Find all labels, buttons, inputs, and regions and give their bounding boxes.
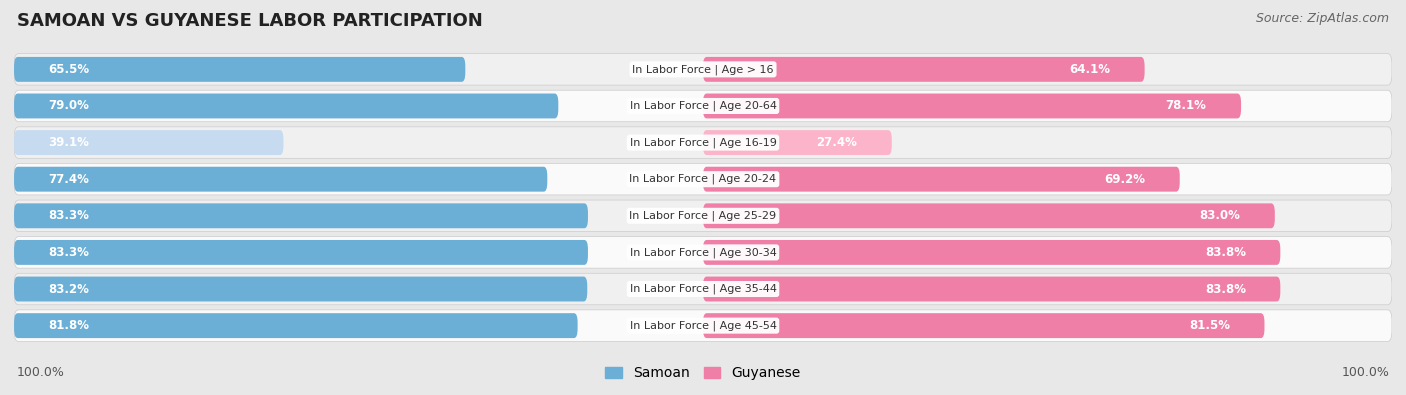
- Text: 27.4%: 27.4%: [817, 136, 858, 149]
- FancyBboxPatch shape: [703, 276, 1281, 301]
- FancyBboxPatch shape: [14, 167, 547, 192]
- Text: 64.1%: 64.1%: [1069, 63, 1111, 76]
- FancyBboxPatch shape: [14, 237, 1392, 268]
- FancyBboxPatch shape: [14, 94, 558, 118]
- Text: 83.0%: 83.0%: [1199, 209, 1240, 222]
- Legend: Samoan, Guyanese: Samoan, Guyanese: [600, 361, 806, 386]
- FancyBboxPatch shape: [703, 94, 1241, 118]
- FancyBboxPatch shape: [703, 203, 1275, 228]
- Text: Source: ZipAtlas.com: Source: ZipAtlas.com: [1256, 12, 1389, 25]
- FancyBboxPatch shape: [14, 130, 284, 155]
- FancyBboxPatch shape: [14, 276, 588, 301]
- Text: In Labor Force | Age 20-64: In Labor Force | Age 20-64: [630, 101, 776, 111]
- Text: SAMOAN VS GUYANESE LABOR PARTICIPATION: SAMOAN VS GUYANESE LABOR PARTICIPATION: [17, 12, 482, 30]
- FancyBboxPatch shape: [14, 57, 465, 82]
- FancyBboxPatch shape: [14, 200, 1392, 231]
- FancyBboxPatch shape: [14, 203, 588, 228]
- Text: In Labor Force | Age 35-44: In Labor Force | Age 35-44: [630, 284, 776, 294]
- FancyBboxPatch shape: [703, 240, 1281, 265]
- Text: In Labor Force | Age > 16: In Labor Force | Age > 16: [633, 64, 773, 75]
- Text: 78.1%: 78.1%: [1166, 100, 1206, 113]
- Text: 65.5%: 65.5%: [48, 63, 90, 76]
- FancyBboxPatch shape: [14, 313, 578, 338]
- Text: 83.3%: 83.3%: [48, 246, 90, 259]
- Text: 69.2%: 69.2%: [1104, 173, 1146, 186]
- Text: In Labor Force | Age 20-24: In Labor Force | Age 20-24: [630, 174, 776, 184]
- Text: 83.8%: 83.8%: [1205, 282, 1246, 295]
- Text: In Labor Force | Age 30-34: In Labor Force | Age 30-34: [630, 247, 776, 258]
- Text: In Labor Force | Age 16-19: In Labor Force | Age 16-19: [630, 137, 776, 148]
- Text: 39.1%: 39.1%: [48, 136, 90, 149]
- Text: 81.8%: 81.8%: [48, 319, 90, 332]
- FancyBboxPatch shape: [14, 310, 1392, 341]
- Text: 100.0%: 100.0%: [17, 366, 65, 379]
- Text: 83.3%: 83.3%: [48, 209, 90, 222]
- FancyBboxPatch shape: [14, 164, 1392, 195]
- FancyBboxPatch shape: [14, 240, 588, 265]
- Text: 81.5%: 81.5%: [1189, 319, 1230, 332]
- FancyBboxPatch shape: [14, 54, 1392, 85]
- Text: 79.0%: 79.0%: [48, 100, 90, 113]
- FancyBboxPatch shape: [14, 90, 1392, 122]
- Text: 77.4%: 77.4%: [48, 173, 90, 186]
- FancyBboxPatch shape: [14, 273, 1392, 305]
- FancyBboxPatch shape: [703, 167, 1180, 192]
- FancyBboxPatch shape: [703, 313, 1264, 338]
- FancyBboxPatch shape: [14, 127, 1392, 158]
- Text: In Labor Force | Age 25-29: In Labor Force | Age 25-29: [630, 211, 776, 221]
- Text: 83.8%: 83.8%: [1205, 246, 1246, 259]
- Text: 83.2%: 83.2%: [48, 282, 90, 295]
- FancyBboxPatch shape: [703, 57, 1144, 82]
- Text: In Labor Force | Age 45-54: In Labor Force | Age 45-54: [630, 320, 776, 331]
- FancyBboxPatch shape: [703, 130, 891, 155]
- Text: 100.0%: 100.0%: [1341, 366, 1389, 379]
